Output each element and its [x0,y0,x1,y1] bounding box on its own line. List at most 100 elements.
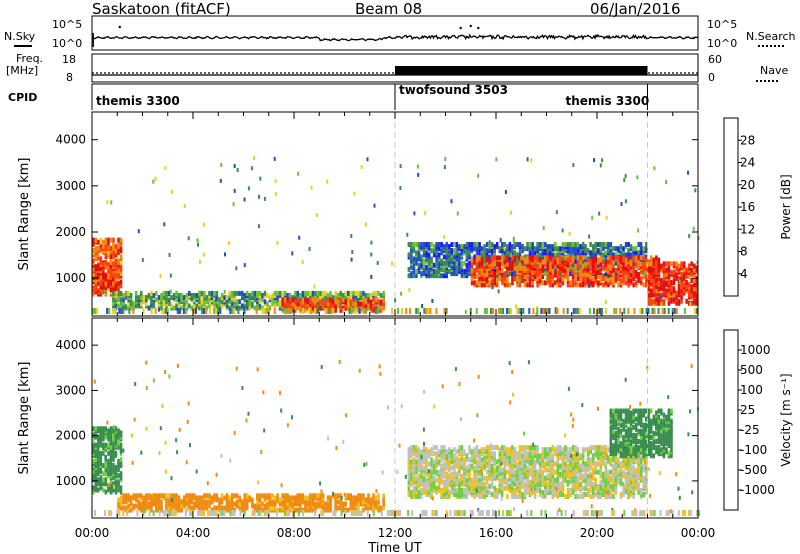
data-cell [132,503,135,509]
data-cell [311,290,315,296]
data-cell [475,485,479,491]
data-cell [114,282,118,288]
data-cell [506,308,509,314]
data-cell [624,280,628,286]
data-cell [316,297,320,303]
data-cell [119,461,123,466]
data-cell [324,301,327,307]
data-cell [465,477,469,483]
data-cell [296,501,299,507]
data-cell [545,277,548,282]
data-cell [99,284,103,290]
data-cell [425,453,428,459]
data-cell [597,257,600,263]
data-cell [672,296,676,302]
data-cell [119,489,123,495]
data-cell [599,255,602,261]
data-cell [415,242,418,247]
data-cell [672,292,676,298]
data-cell [554,255,557,261]
data-cell [208,290,211,296]
data-cell [516,242,519,247]
data-cell [518,477,522,483]
data-cell [104,280,108,286]
data-cell [632,282,635,288]
data-cell [97,481,100,487]
data-cell [675,300,678,306]
data-cell [417,262,421,268]
data-cell [566,473,570,479]
data-cell [109,471,113,477]
data-cell [119,264,123,270]
data-cell [117,272,120,278]
data-cell [200,303,204,309]
data-cell [350,257,353,262]
data-cell [94,237,97,243]
data-cell [523,282,527,288]
data-cell [109,467,113,473]
data-cell [331,295,335,301]
data-cell [548,308,551,314]
data-cell [483,250,486,256]
data-cell [213,505,216,511]
data-cell [283,290,287,296]
data-cell [435,242,438,247]
data-cell [536,269,539,275]
data-cell [682,288,686,294]
data-cell [624,257,628,263]
data-cell [551,244,555,250]
data-cell [614,246,618,252]
data-cell [458,477,461,483]
data-cell [440,492,443,497]
data-cell [554,447,557,453]
data-cell [511,271,514,277]
data-cell [533,274,537,280]
data-cell [117,287,120,292]
data-cell [453,481,456,487]
data-cell [672,286,676,292]
data-cell [602,273,605,279]
data-cell [639,276,643,282]
data-cell [142,308,145,314]
data-cell [246,493,249,499]
data-cell [503,246,506,251]
data-cell [453,254,456,260]
data-cell [218,297,221,303]
data-cell [639,247,642,252]
data-cell [316,290,320,296]
data-cell [597,274,600,280]
data-cell [632,255,635,261]
data-cell [316,303,320,309]
data-cell [598,211,601,216]
data-cell [359,501,363,507]
data-cell [296,297,299,303]
data-cell [561,457,565,463]
data-cell [445,449,448,455]
data-cell [458,445,461,451]
data-cell [412,445,416,451]
data-cell [318,302,321,307]
data-cell [456,211,459,216]
data-cell [150,299,153,305]
data-cell [690,300,693,306]
data-cell [142,295,145,301]
data-cell [112,463,115,468]
data-cell [572,163,575,167]
data-cell [566,282,570,288]
data-cell [465,262,469,268]
data-cell [94,426,97,432]
data-cell [369,497,373,503]
data-cell [420,271,423,277]
data-cell [599,246,602,252]
data-cell [546,451,549,457]
data-cell [463,457,466,463]
data-cell [97,252,100,258]
nsky-tick-top: 10^5 [52,18,83,31]
data-cell [448,244,451,250]
data-cell [619,308,622,314]
data-cell [443,453,446,459]
data-cell [541,473,544,479]
data-cell [172,503,176,509]
data-cell [549,265,552,271]
data-cell [483,463,486,469]
